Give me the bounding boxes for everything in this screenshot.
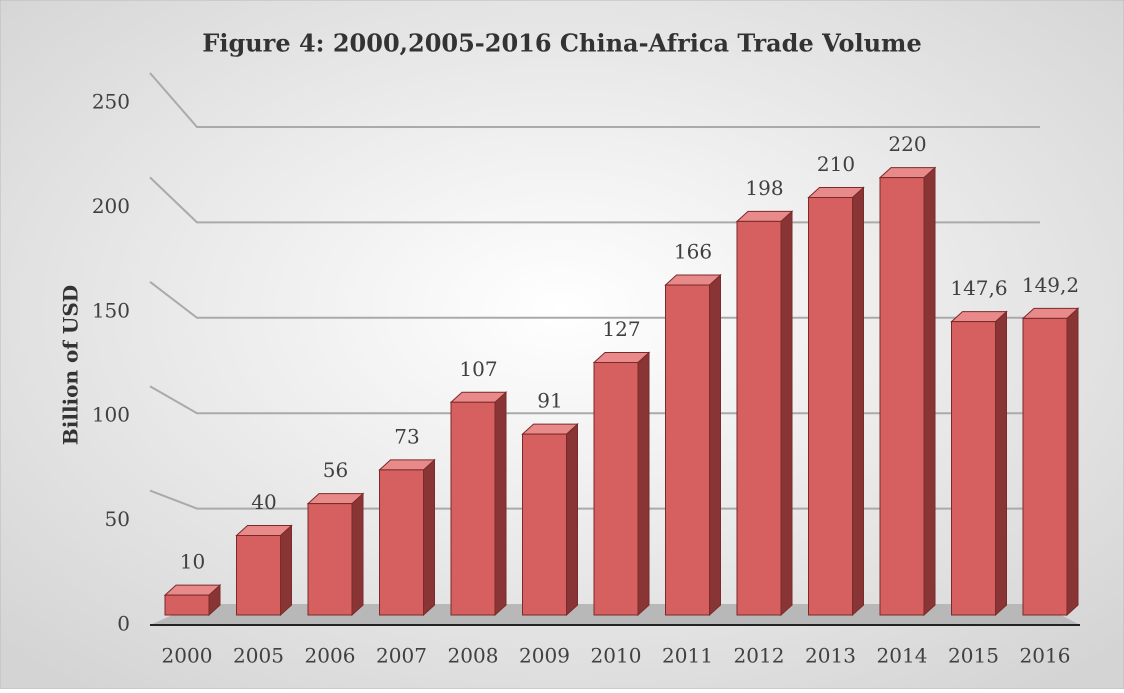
bar	[592, 351, 651, 617]
value-label: 210	[817, 152, 855, 176]
value-label: 40	[251, 490, 276, 514]
value-label: 73	[394, 424, 419, 448]
bar	[1021, 307, 1080, 617]
bar-face	[593, 362, 639, 616]
grid-line	[149, 72, 1040, 128]
bar	[306, 492, 365, 617]
y-tick-label: 0	[117, 612, 130, 636]
bar-face	[379, 469, 424, 616]
bar-face	[637, 351, 650, 617]
bar-face	[423, 458, 435, 617]
bar-face	[1066, 307, 1079, 617]
y-tick-label: 200	[92, 194, 130, 218]
y-axis-label: Billion of USD	[59, 285, 83, 445]
x-tick-label: 2013	[805, 644, 856, 668]
value-label: 91	[537, 389, 562, 413]
bar	[163, 583, 222, 617]
y-tick-label: 250	[92, 90, 130, 114]
bar-face	[307, 503, 353, 616]
value-label: 56	[323, 458, 348, 482]
bar-face	[164, 594, 210, 616]
bar-face	[808, 197, 853, 616]
y-tick-label: 150	[92, 298, 130, 322]
bar	[521, 422, 579, 617]
x-tick-label: 2010	[591, 644, 642, 668]
x-tick-label: 2006	[305, 644, 356, 668]
value-label: 220	[888, 132, 926, 156]
x-tick-label: 2012	[734, 644, 785, 668]
bar-face	[852, 186, 864, 617]
bar-face	[351, 492, 364, 617]
x-tick-label: 2007	[376, 644, 427, 668]
bar	[449, 391, 508, 617]
bar-face	[280, 524, 292, 617]
bar-face	[566, 422, 578, 617]
bar	[807, 186, 865, 617]
x-tick-label: 2014	[877, 644, 928, 668]
bar-face	[1022, 317, 1068, 616]
value-label: 10	[180, 550, 205, 574]
x-tick-label: 2008	[448, 644, 499, 668]
bar	[235, 524, 293, 617]
bar-face	[450, 401, 496, 616]
x-tick-label: 2005	[233, 644, 284, 668]
bar-face	[709, 273, 721, 617]
bar	[878, 166, 937, 617]
value-label: 198	[745, 176, 783, 200]
value-label: 127	[602, 317, 640, 341]
bar-face	[780, 210, 793, 617]
value-label: 149,2	[1022, 273, 1079, 297]
x-tick-label: 2015	[948, 644, 999, 668]
chart-title: Figure 4: 2000,2005-2016 China-Africa Tr…	[202, 29, 921, 58]
x-tick-label: 2011	[662, 644, 713, 668]
x-tick-label: 2009	[519, 644, 570, 668]
bar-face	[923, 166, 936, 617]
bar	[735, 210, 794, 617]
bar-face	[665, 284, 710, 616]
bar-face	[879, 177, 925, 616]
bar-face	[951, 321, 996, 616]
value-label: 166	[674, 239, 712, 263]
bar	[664, 273, 722, 617]
bar-face	[736, 220, 782, 616]
x-tick-label: 2000	[162, 644, 213, 668]
value-label: 147,6	[950, 276, 1007, 300]
y-tick-label: 50	[105, 507, 130, 531]
value-label: 107	[459, 357, 497, 381]
bar-face	[236, 534, 281, 616]
bar-face	[995, 310, 1007, 617]
bar	[950, 310, 1008, 617]
bar-face	[494, 391, 507, 617]
bar-face	[522, 433, 567, 616]
x-tick-label: 2016	[1020, 644, 1071, 668]
bar	[378, 458, 436, 617]
y-tick-label: 100	[92, 403, 130, 427]
